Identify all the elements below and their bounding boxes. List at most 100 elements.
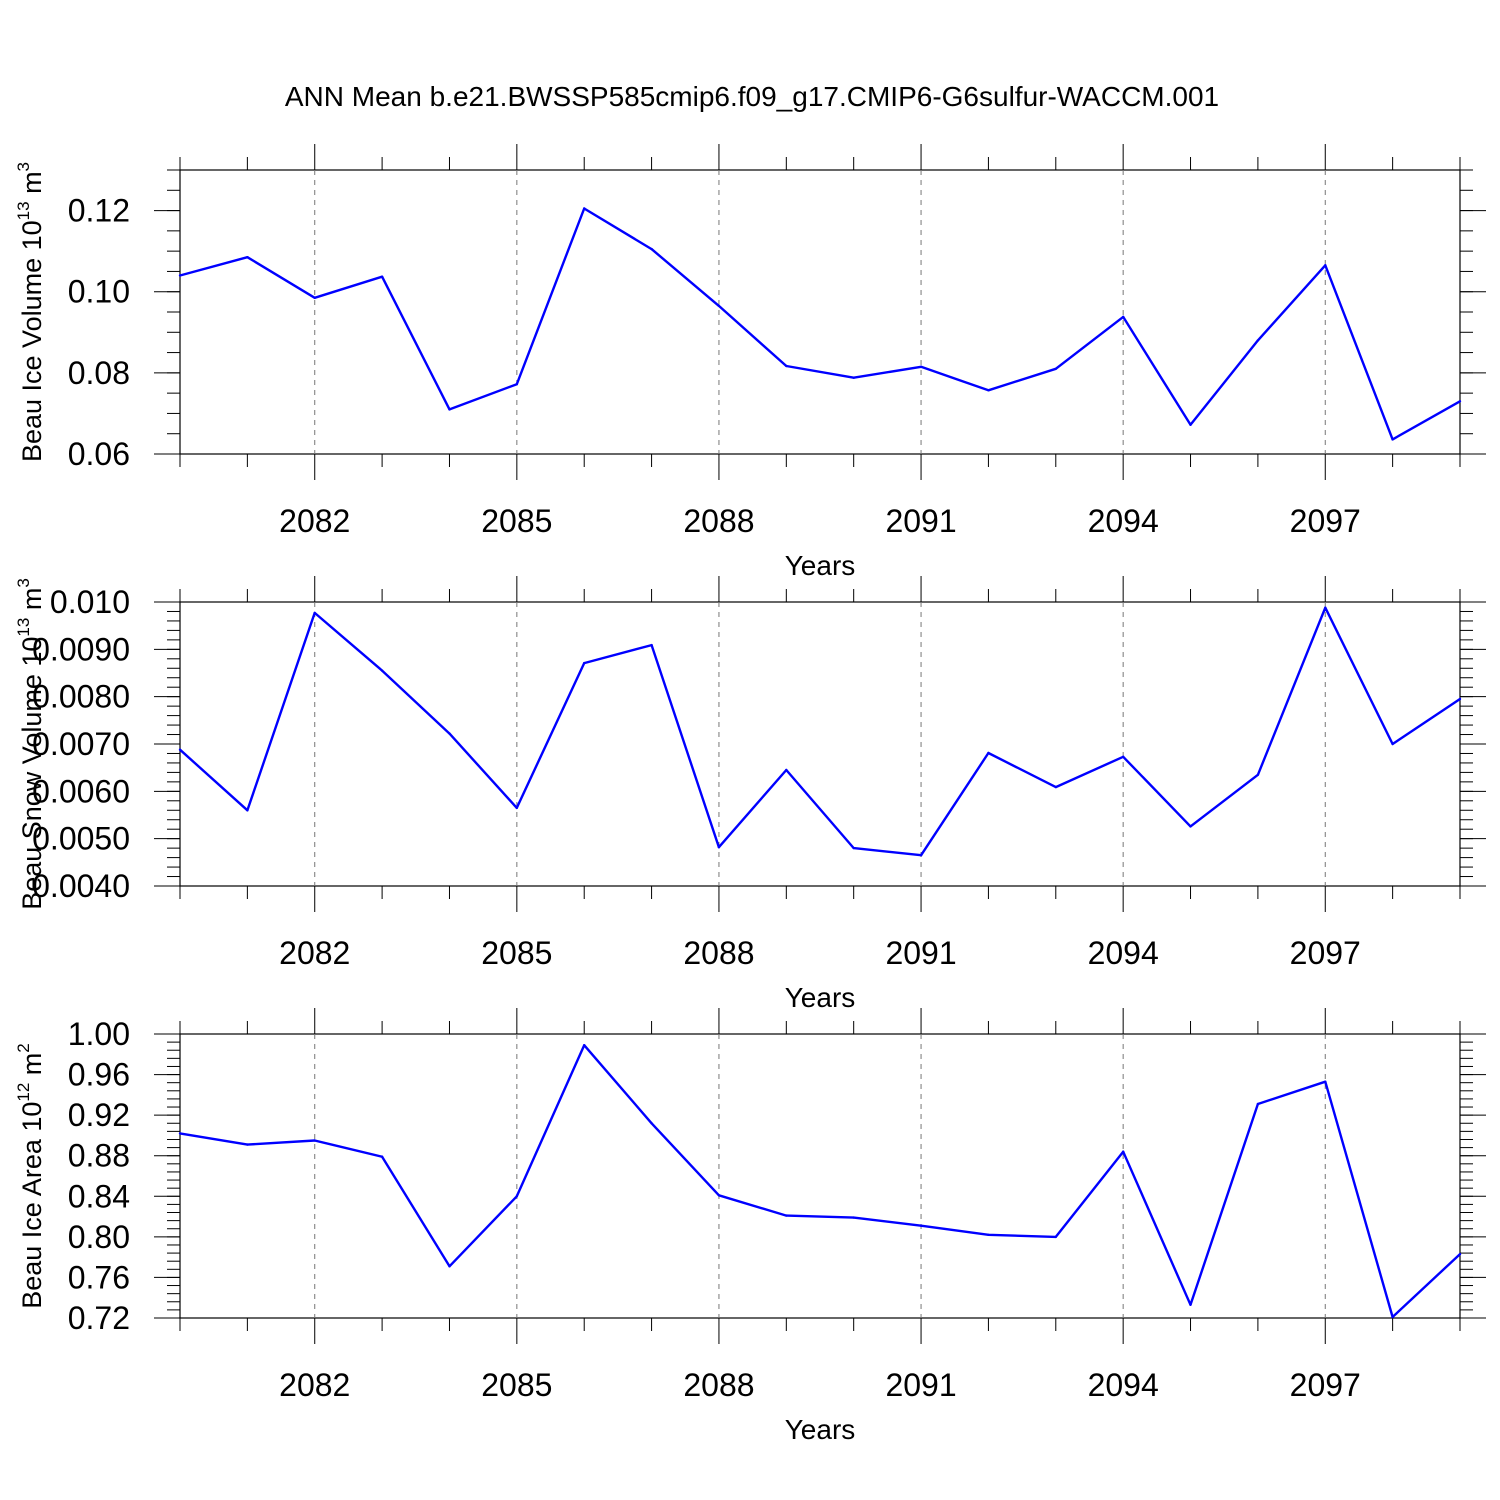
panel-ice-volume: 2082 2085 2088 2091 2094 2097 Years 0.06 0.08 0.1… — [14, 144, 1486, 581]
data-point — [1391, 438, 1394, 441]
data-point — [1391, 1315, 1394, 1319]
y-tick-label: 0.12 — [68, 193, 130, 229]
data-point — [852, 1216, 855, 1219]
x-tick-label: 2085 — [481, 503, 552, 539]
plot-frame — [179, 601, 1461, 887]
data-point — [1324, 606, 1327, 609]
data-point — [1189, 1303, 1192, 1307]
y-axis-label-text: Beau Ice Area 10 — [17, 1102, 47, 1309]
y-axis-label-unit-exponent: 3 — [14, 162, 33, 171]
data-point — [1256, 339, 1260, 342]
y-axis-label-unit: m — [17, 1053, 47, 1083]
x-tick-label: 2082 — [279, 935, 350, 971]
series-line-snow-volume — [179, 606, 1461, 857]
y-tick-label: 0.72 — [68, 1300, 130, 1336]
data-point — [1054, 1235, 1058, 1239]
data-point — [919, 1224, 923, 1227]
data-point — [1324, 264, 1327, 267]
data-point — [1458, 1252, 1462, 1256]
data-point — [178, 274, 182, 277]
data-point — [1391, 742, 1394, 746]
data-point — [1324, 1080, 1327, 1083]
data-point — [448, 408, 451, 411]
data-point — [178, 748, 182, 751]
x-axis-label: Years — [785, 982, 856, 1013]
y-tick-label: 0.06 — [68, 436, 130, 472]
data-point — [919, 365, 923, 368]
data-point — [515, 806, 518, 810]
y-tick-label: 0.0070 — [32, 726, 130, 762]
y-axis-label-exponent: 13 — [14, 618, 33, 637]
x-tick-label: 2085 — [481, 1367, 552, 1403]
x-tick-label: 2082 — [279, 1367, 350, 1403]
x-tick-label: 2097 — [1290, 935, 1361, 971]
x-tick-label: 2091 — [885, 503, 956, 539]
data-point — [717, 846, 721, 849]
y-tick-label: 0.88 — [68, 1138, 130, 1174]
y-tick-label: 0.80 — [68, 1219, 130, 1255]
x-tick-label: 2091 — [885, 935, 956, 971]
y-axis-label-unit: m — [17, 588, 47, 618]
data-point — [583, 207, 586, 210]
data-point — [515, 1195, 518, 1198]
data-point — [246, 1143, 249, 1146]
x-tick-label: 2094 — [1088, 1367, 1159, 1403]
y-tick-label: 0.10 — [68, 274, 130, 310]
data-point — [313, 1139, 316, 1142]
data-point — [717, 304, 721, 308]
data-point — [919, 854, 923, 857]
data-point — [785, 768, 788, 772]
data-point — [1189, 423, 1192, 426]
data-point — [448, 1265, 451, 1268]
x-tick-label: 2088 — [683, 935, 754, 971]
y-axis-label: Beau Ice Volume 1013 m3 — [14, 162, 47, 462]
x-tick-label: 2094 — [1088, 935, 1159, 971]
data-point — [515, 383, 518, 386]
panel-snow-volume: 2082 2085 2088 2091 2094 2097 Years 0.0040 0.005… — [14, 576, 1486, 1013]
y-axis-label: Beau Ice Area 1012 m2 — [14, 1043, 47, 1309]
data-point — [1458, 697, 1462, 701]
data-point — [380, 1155, 384, 1158]
x-tick-label: 2097 — [1290, 503, 1361, 539]
data-point — [246, 256, 249, 259]
y-tick-label: 0.84 — [68, 1178, 130, 1214]
data-point — [380, 669, 384, 672]
x-axis-label: Years — [785, 1414, 856, 1445]
data-point — [380, 275, 384, 278]
x-tick-label: 2085 — [481, 935, 552, 971]
x-tick-label: 2094 — [1088, 503, 1159, 539]
y-axis-label-text: Beau Snow Volume 10 — [17, 637, 47, 910]
y-tick-label: 0.0060 — [32, 773, 130, 809]
y-tick-label: 0.92 — [68, 1097, 130, 1133]
y-tick-label: 1.00 — [68, 1016, 130, 1052]
plot-frame — [179, 1033, 1461, 1319]
data-point — [1256, 773, 1260, 776]
x-tick-label: 2088 — [683, 503, 754, 539]
panels: 2082 2085 2088 2091 2094 2097 Years 0.06 0.08 0.1… — [14, 144, 1486, 1445]
data-point — [852, 376, 855, 379]
x-tick-label: 2088 — [683, 1367, 754, 1403]
x-axis-label: Years — [785, 550, 856, 581]
y-tick-label: 0.96 — [68, 1057, 130, 1093]
data-point — [987, 389, 990, 392]
x-tick-label: 2097 — [1290, 1367, 1361, 1403]
data-point — [987, 1233, 990, 1237]
data-point — [313, 611, 316, 615]
plot-frame — [179, 169, 1461, 455]
data-point — [313, 296, 316, 299]
x-tick-label: 2091 — [885, 1367, 956, 1403]
data-point — [583, 1044, 586, 1047]
data-point — [852, 846, 855, 850]
y-axis-label-exponent: 12 — [14, 1083, 33, 1102]
y-axis-label-unit: m — [17, 171, 47, 201]
data-point — [785, 364, 788, 368]
y-axis-label-unit-exponent: 3 — [14, 578, 33, 587]
y-tick-label: 0.0050 — [32, 821, 130, 857]
panel-ice-area: 2082 2085 2088 2091 2094 2097 Years 0.72 0.76 0.8… — [14, 1008, 1486, 1445]
data-point — [785, 1214, 788, 1217]
series-line-ice-area — [179, 1043, 1461, 1319]
data-point — [1122, 1150, 1125, 1153]
data-point — [1054, 367, 1058, 370]
data-point — [717, 1194, 721, 1197]
